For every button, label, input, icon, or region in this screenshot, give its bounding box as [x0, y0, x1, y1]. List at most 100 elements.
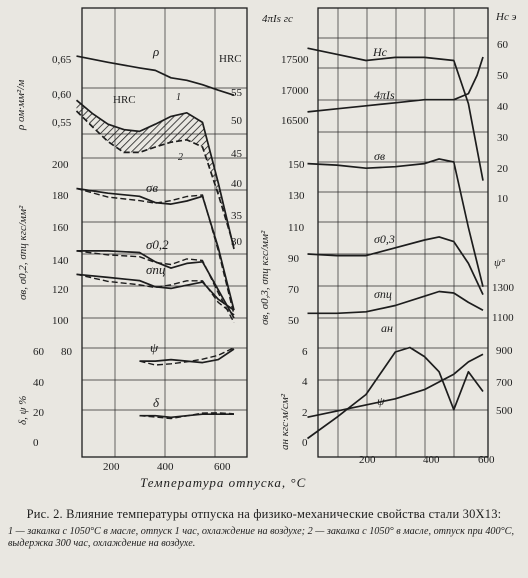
right-series--пц	[307, 290, 484, 315]
strength-tick-label: 140	[52, 255, 69, 267]
impact-tick-label: 0	[302, 437, 308, 449]
elongation-tick-label: 0	[33, 437, 39, 449]
hrc-tick-label: 40	[231, 178, 243, 190]
impact-tick-label: 4	[302, 376, 308, 388]
hrc-tick-label: 50	[231, 115, 243, 127]
twist-tick-label: 500	[496, 405, 513, 417]
strength-tick-label: 110	[288, 222, 305, 234]
left-series--пц	[76, 273, 235, 311]
hc-tick-label: 40	[497, 101, 509, 113]
hc-curve-label: Hc	[372, 45, 388, 59]
magnet-curve-label: 4πIs	[374, 88, 395, 102]
hc-tick-label: 10	[497, 193, 509, 205]
x-axis-title: Температура отпуска, °С	[140, 475, 306, 490]
left-series--пц	[76, 273, 235, 316]
elongation-tick-label: 60	[33, 346, 45, 358]
x-tick-label: 400	[423, 454, 440, 466]
sigma-02-curve-label: σ0,2	[146, 237, 169, 252]
hrc-tick-label: 30	[231, 236, 243, 248]
left-series-HRC-1	[75, 99, 235, 250]
strength-tick-label: 200	[52, 159, 69, 171]
twist-tick-label: 1100	[492, 312, 514, 324]
strength-tick-label: 150	[288, 159, 305, 171]
left-series-HRC-2	[75, 110, 235, 247]
strength-tick-label: 180	[52, 190, 69, 202]
right-series-group	[307, 47, 484, 440]
right-series--0-3	[307, 236, 484, 295]
hrc-hatched-band	[76, 100, 234, 249]
curve-1-label: 1	[176, 92, 181, 103]
strength-tick-label: 130	[288, 190, 305, 202]
rho-tick-label: 0,60	[52, 89, 72, 101]
x-tick-label: 200	[359, 454, 376, 466]
magnet-tick-label: 17000	[281, 85, 309, 97]
x-tick-label: 200	[103, 461, 120, 473]
left-series--	[76, 55, 235, 97]
twist-tick-label: 700	[496, 377, 513, 389]
hrc-tick-label: 35	[231, 210, 243, 222]
sigma-pc-curve-label: σпц	[146, 262, 166, 277]
delta-curve-label: δ	[153, 395, 160, 410]
rho-axis-title: ρ ом·мм²/м	[15, 80, 27, 131]
hrc-curve-label: HRC	[113, 94, 136, 106]
psi-curve-label: ψ	[150, 340, 159, 355]
strength-axis-title: σв, σ0,3, σпц кгс/мм²	[259, 230, 271, 325]
hc-tick-label: 50	[497, 70, 509, 82]
rho-tick-label: 0,65	[52, 54, 72, 66]
magnet-axis-title: 4πIs гс	[262, 13, 293, 25]
hc-tick-label: 30	[497, 132, 509, 144]
twist-tick-label: 900	[496, 345, 513, 357]
left-series--в	[76, 187, 235, 315]
left-series--0-2	[76, 250, 235, 319]
caption-note: 1 — закалка с 1050°С в масле, отпуск 1 ч…	[8, 526, 515, 549]
hrc-tick-label: 55	[231, 87, 243, 99]
figure-caption: Рис. 2. Влияние температуры отпуска на ф…	[8, 507, 520, 550]
impact-axis-title: aн кгс·м/см²	[279, 393, 291, 450]
sigma-b-curve-label: σв	[146, 180, 158, 195]
hrc-tick-label: 45	[231, 148, 243, 160]
elongation-tick-label: 20	[33, 407, 45, 419]
figure-panels: 0,65 0,60 0,55 55 50 45 40 35 30 200 180…	[15, 7, 517, 490]
strength-tick-label: 160	[52, 222, 69, 234]
twist-axis-title: ψ°	[494, 257, 506, 269]
right-series-Hc	[307, 47, 484, 181]
sigma-pc-curve-label: σпц	[374, 287, 392, 301]
impact-tick-label: 2	[302, 407, 308, 419]
hc-tick-label: 20	[497, 163, 509, 175]
elongation-tick-label: 40	[33, 377, 45, 389]
x-tick-label: 400	[157, 461, 174, 473]
left-series--	[139, 347, 235, 366]
right-panel-frame	[317, 7, 489, 458]
x-tick-label: 600	[478, 454, 495, 466]
strength-tick-label: 50	[288, 315, 300, 327]
curve-2-label: 2	[178, 152, 183, 163]
sigma-03-curve-label: σ0,3	[374, 232, 395, 246]
right-series--	[307, 353, 484, 419]
hrc-scale-label: HRC	[219, 53, 242, 65]
strength-tick-label: 70	[288, 284, 300, 296]
rho-curve-label: ρ	[152, 44, 159, 59]
elongation-axis-title: δ, ψ %	[17, 396, 29, 425]
strength-tick-label: 90	[288, 253, 300, 265]
right-grid	[318, 8, 488, 457]
right-series-aн	[307, 346, 484, 440]
hc-axis-title: Hc э	[495, 11, 517, 23]
right-series--в	[307, 158, 484, 288]
right-series-4-Is	[307, 56, 484, 113]
left-series--0-2	[76, 250, 235, 323]
elongation-tick-label: 80	[61, 346, 73, 358]
impact-tick-label: 6	[302, 346, 308, 358]
x-tick-label: 600	[214, 461, 231, 473]
rho-tick-label: 0,55	[52, 117, 72, 129]
left-series--	[139, 412, 235, 420]
twist-tick-label: 1300	[492, 282, 515, 294]
strength-tick-label: 100	[52, 315, 69, 327]
left-panel-frame	[81, 7, 248, 458]
hc-tick-label: 60	[497, 39, 509, 51]
magnet-tick-label: 16500	[281, 115, 309, 127]
sigma-b-curve-label: σв	[374, 149, 385, 163]
strength-tick-label: 120	[52, 284, 69, 296]
strength-axis-title: σв, σ0,2, σпц кгс/мм²	[17, 205, 29, 300]
left-series-group	[75, 55, 235, 420]
an-curve-label: aн	[381, 321, 393, 335]
